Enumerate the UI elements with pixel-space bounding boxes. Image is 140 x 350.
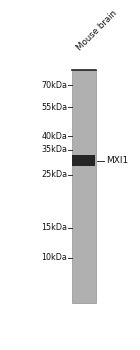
- Text: 35kDa: 35kDa: [41, 145, 67, 154]
- Text: 55kDa: 55kDa: [41, 103, 67, 112]
- Text: 25kDa: 25kDa: [41, 170, 67, 179]
- Text: 10kDa: 10kDa: [42, 253, 67, 262]
- Text: Mouse brain: Mouse brain: [75, 9, 118, 53]
- Bar: [72, 70, 96, 303]
- Text: MXI1: MXI1: [106, 156, 129, 165]
- Text: 15kDa: 15kDa: [41, 223, 67, 232]
- Text: 70kDa: 70kDa: [41, 80, 67, 90]
- Text: 40kDa: 40kDa: [42, 132, 67, 141]
- Bar: [72, 155, 95, 166]
